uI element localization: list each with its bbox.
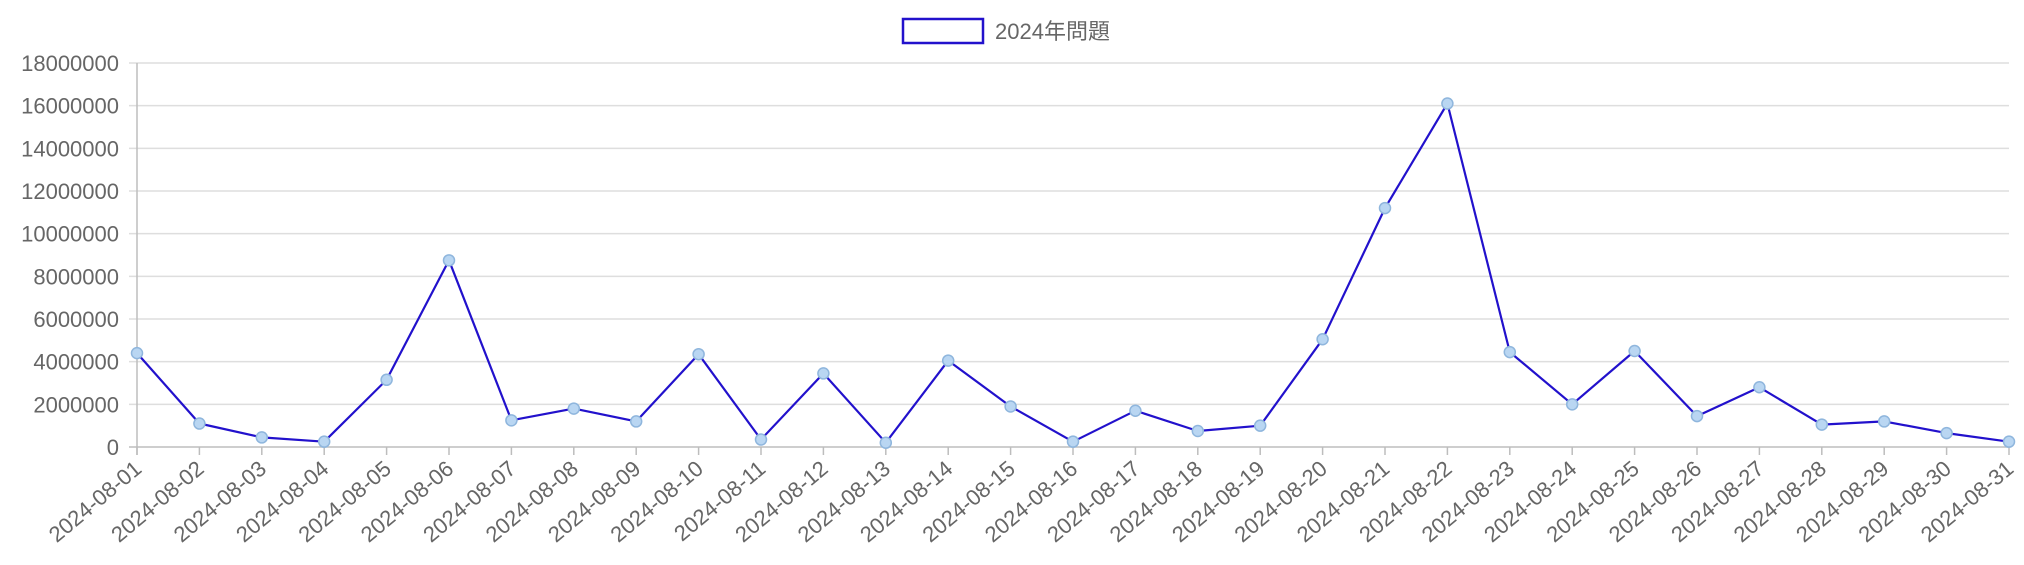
data-point[interactable] — [380, 373, 393, 387]
data-point[interactable] — [2002, 435, 2016, 448]
data-point[interactable] — [193, 417, 206, 430]
y-tick-label: 8000000 — [33, 264, 119, 289]
data-point[interactable] — [1066, 435, 1080, 448]
data-point[interactable] — [1441, 97, 1454, 110]
data-point[interactable] — [1628, 344, 1641, 358]
data-point[interactable] — [1877, 415, 1891, 428]
legend[interactable]: 2024年問題 — [901, 17, 1110, 45]
data-point[interactable] — [754, 433, 768, 446]
legend-swatch[interactable] — [901, 17, 985, 45]
y-tick-label: 12000000 — [21, 179, 119, 204]
data-point[interactable] — [1815, 418, 1829, 431]
series-layer — [130, 97, 2016, 449]
y-tick-label: 16000000 — [21, 94, 119, 119]
data-point[interactable] — [1004, 400, 1017, 413]
y-tick-label: 6000000 — [33, 307, 119, 332]
data-point[interactable] — [255, 431, 269, 444]
y-tick-label: 18000000 — [21, 51, 119, 76]
data-point[interactable] — [1503, 345, 1517, 359]
grid-lines — [129, 62, 2009, 448]
legend-label[interactable]: 2024年問題 — [995, 19, 1110, 44]
data-point[interactable] — [567, 402, 581, 415]
axes — [136, 63, 2010, 455]
data-point[interactable] — [1565, 398, 1579, 411]
y-tick-label: 4000000 — [33, 350, 119, 375]
data-point[interactable] — [941, 354, 955, 367]
y-tick-label: 0 — [107, 435, 119, 460]
data-point[interactable] — [1378, 201, 1392, 215]
y-tick-label: 14000000 — [21, 136, 119, 161]
data-point[interactable] — [317, 435, 331, 448]
y-tick-label: 2000000 — [33, 392, 119, 417]
data-point[interactable] — [442, 254, 456, 267]
data-point[interactable] — [1940, 426, 1953, 440]
data-point[interactable] — [130, 346, 144, 360]
series-line — [136, 102, 2010, 444]
data-point[interactable] — [692, 347, 705, 361]
y-tick-label: 10000000 — [21, 222, 119, 247]
y-axis-ticks: 0 2000000 4000000 6000000 8000000 10000000 120… — [21, 51, 119, 460]
data-point[interactable] — [1690, 409, 1704, 423]
data-point[interactable] — [879, 436, 893, 449]
data-point[interactable] — [1753, 381, 1766, 394]
data-point[interactable] — [1129, 404, 1142, 417]
data-point[interactable] — [817, 367, 830, 380]
x-axis-ticks: 2024-08-012024-08-022024-08-032024-08-04… — [44, 456, 2018, 547]
data-point[interactable] — [505, 414, 518, 427]
data-point[interactable] — [629, 415, 643, 428]
data-point[interactable] — [1191, 424, 1205, 438]
data-point[interactable] — [1316, 333, 1329, 346]
data-point[interactable] — [1253, 419, 1267, 432]
